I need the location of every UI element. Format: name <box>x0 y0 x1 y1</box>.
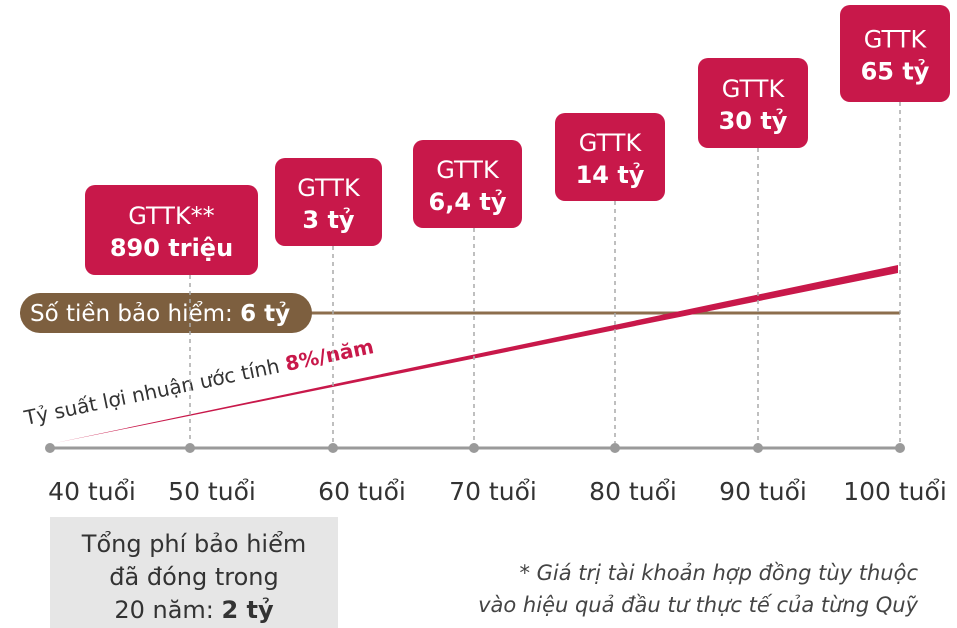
premium-line: Tổng phí bảo hiểm <box>81 530 306 558</box>
timeline: 40 tuổi 50 tuổi 60 tuổi 70 tuổi 80 tuổi 90 tu… <box>45 5 950 506</box>
timeline-dot <box>895 443 905 453</box>
box-title: GTTK <box>864 26 928 54</box>
box-value: 65 tỷ <box>861 58 930 86</box>
age-label: 70 tuổi <box>449 477 537 506</box>
timeline-dot <box>45 443 55 453</box>
label: 20 năm: <box>114 596 221 624</box>
age-label: 100 tuổi <box>843 477 947 506</box>
sum-insured-label: Số tiền bảo hiểm: 6 tỷ <box>30 301 290 327</box>
return-rate-label: Tỷ suất lợi nhuận ước tính 8%/năm <box>21 334 376 430</box>
timeline-dot <box>185 443 195 453</box>
box-value: 30 tỷ <box>719 107 788 135</box>
value: 6 tỷ <box>240 301 290 327</box>
timeline-dot <box>753 443 763 453</box>
box-title: GTTK <box>579 129 643 157</box>
box-title: GTTK** <box>128 202 214 230</box>
age-label: 90 tuổi <box>719 477 807 506</box>
box-value: 890 triệu <box>110 234 233 262</box>
age-label: 50 tuổi <box>168 477 256 506</box>
box-title: GTTK <box>436 156 500 184</box>
value-box <box>840 5 950 102</box>
premium-box <box>50 517 338 628</box>
box-title: GTTK <box>297 174 361 202</box>
timeline-dot <box>328 443 338 453</box>
value-box <box>85 185 258 275</box>
value-box <box>555 113 665 201</box>
value-box <box>275 158 382 246</box>
value: 8%/năm <box>283 334 376 376</box>
age-label: 40 tuổi <box>48 477 136 506</box>
footnote: * Giá trị tài khoản hợp đồng tùy thuộc <box>519 561 918 585</box>
box-value: 14 tỷ <box>576 161 645 189</box>
footnote: vào hiệu quả đầu tư thực tế của từng Quỹ <box>478 593 918 617</box>
value-box <box>413 140 522 228</box>
age-label: 80 tuổi <box>589 477 677 506</box>
box-value: 3 tỷ <box>302 206 355 234</box>
value: 2 tỷ <box>222 596 275 624</box>
return-line <box>55 265 898 443</box>
timeline-dot <box>469 443 479 453</box>
age-label: 60 tuổi <box>318 477 406 506</box>
value-box <box>698 58 808 148</box>
timeline-dot <box>610 443 620 453</box>
box-title: GTTK <box>722 75 786 103</box>
box-value: 6,4 tỷ <box>429 188 507 216</box>
premium-line: 20 năm: 2 tỷ <box>114 596 274 624</box>
premium-line: đã đóng trong <box>109 563 278 591</box>
label: Tỷ suất lợi nhuận ước tính <box>21 352 288 430</box>
label: Số tiền bảo hiểm: <box>30 301 240 327</box>
sum-insured-pill <box>20 293 312 333</box>
